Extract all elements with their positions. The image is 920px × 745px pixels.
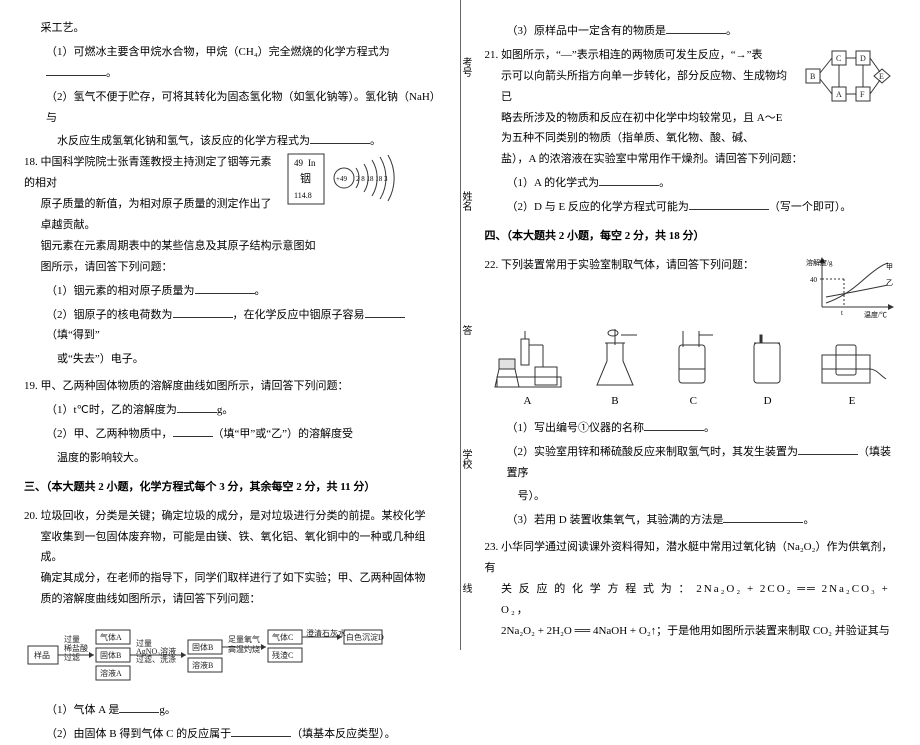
- apparatus-c: C: [667, 325, 719, 412]
- element-figure: 49 In 铟 114.8 +49 2 8 18 18 3: [286, 152, 436, 208]
- svg-text:足量氧气: 足量氧气: [228, 634, 260, 644]
- svg-text:甲: 甲: [886, 263, 893, 271]
- blank: [46, 66, 106, 76]
- q20: 20. 垃圾回收，分类是关键；确定垃圾的成分，是对垃圾进行分类的前提。某校化学 …: [24, 506, 436, 745]
- blank: [644, 421, 704, 431]
- section4-title: 四、（本大题共 2 小题，每空 2 分，共 18 分）: [485, 226, 897, 247]
- left-column: 采工艺。 （1）可燃冰主要含甲烷水合物，甲烷（CH₄）完全燃烧的化学方程式为。 …: [0, 0, 460, 650]
- apparatus-row: A B: [493, 325, 889, 412]
- svg-text:温度/℃: 温度/℃: [864, 310, 887, 319]
- blank: [195, 284, 255, 294]
- svg-text:40: 40: [810, 276, 818, 284]
- blank: [310, 135, 370, 145]
- q19: 19. 甲、乙两种固体物质的溶解度曲线如图所示，请回答下列问题： （1）t℃时，…: [24, 376, 436, 469]
- blank: [798, 445, 858, 455]
- q22: 溶解度/g 40 t 温度/℃ 甲 乙 22. 下列装置常用于实验室制取气体，请…: [485, 255, 897, 531]
- svg-text:E: E: [879, 72, 884, 81]
- blank: [666, 24, 726, 34]
- svg-text:溶解度/g: 溶解度/g: [806, 258, 833, 267]
- q17-sub2a: （2）氢气不便于贮存，可将其转化为固态氢化物（如氢化钠等）。氢化钠（NaH）与: [46, 87, 436, 129]
- text-line: 采工艺。: [24, 18, 436, 39]
- q17-sub2b: 水反应生成氢氧化钠和氢气，该反应的化学方程式为。: [24, 131, 436, 152]
- blank: [723, 513, 803, 523]
- svg-text:49: 49: [294, 158, 304, 168]
- q17-sub1: （1）可燃冰主要含甲烷水合物，甲烷（CH₄）完全燃烧的化学方程式为。: [46, 42, 436, 84]
- svg-text:气体C: 气体C: [272, 632, 293, 642]
- apparatus-d: D: [744, 325, 792, 412]
- blank: [689, 200, 769, 210]
- svg-text:In: In: [308, 158, 316, 168]
- flowchart: 样品 过量稀盐酸过滤 气体A 固体B 溶液A 过量AgNO₃溶液过滤、洗涤 固体…: [24, 616, 436, 694]
- apparatus-e: E: [816, 325, 888, 412]
- svg-text:2 8 18 18 3: 2 8 18 18 3: [356, 175, 388, 183]
- graph-figure: B C D A F E: [800, 45, 896, 109]
- svg-text:t: t: [841, 309, 843, 317]
- svg-text:稀盐酸: 稀盐酸: [64, 643, 88, 653]
- svg-text:过滤: 过滤: [64, 652, 80, 662]
- q18: 49 In 铟 114.8 +49 2 8 18 18 3 18. 中国科学院院…: [24, 152, 436, 370]
- binding-labels: 考号 姓名 答 学校 线: [458, 0, 473, 650]
- svg-text:铟: 铟: [300, 171, 311, 185]
- blank: [599, 176, 659, 186]
- svg-text:B: B: [810, 72, 815, 81]
- q21: BCD AFE 21. 如图所示，“—”表示相连的两物质可发生反应，“→”表 示…: [485, 45, 897, 218]
- svg-text:样品: 样品: [34, 650, 50, 660]
- svg-text:A: A: [836, 90, 842, 99]
- svg-text:白色沉淀D: 白色沉淀D: [346, 632, 384, 642]
- svg-text:过量: 过量: [64, 634, 80, 644]
- svg-text:溶液B: 溶液B: [192, 660, 213, 670]
- svg-text:C: C: [836, 54, 841, 63]
- blank: [173, 427, 213, 437]
- blank: [119, 703, 159, 713]
- svg-text:高温灼烧: 高温灼烧: [228, 644, 260, 654]
- blank: [231, 727, 291, 737]
- blank: [365, 308, 405, 318]
- blank: [173, 308, 233, 318]
- svg-text:乙: 乙: [886, 279, 893, 287]
- apparatus-a: A: [493, 325, 563, 412]
- svg-text:+49: +49: [336, 175, 347, 183]
- solubility-chart: 溶解度/g 40 t 温度/℃ 甲 乙: [804, 255, 896, 319]
- svg-text:固体B: 固体B: [192, 642, 213, 652]
- svg-text:气体A: 气体A: [100, 632, 122, 642]
- svg-text:固体B: 固体B: [100, 650, 121, 660]
- apparatus-b: B: [587, 325, 643, 412]
- svg-text:114.8: 114.8: [294, 191, 312, 200]
- svg-text:D: D: [860, 54, 866, 63]
- svg-text:溶液A: 溶液A: [100, 668, 122, 678]
- blank: [177, 403, 217, 413]
- q23: 23. 小华同学通过阅读课外资料得知，潜水艇中常用过氧化钠（Na₂O₂）作为供氧…: [485, 537, 897, 641]
- section3-title: 三、（本大题共 2 小题，化学方程式每个 3 分，其余每空 2 分，共 11 分…: [24, 477, 436, 498]
- right-column: （3）原样品中一定含有的物质是。: [461, 0, 920, 650]
- svg-text:F: F: [860, 90, 865, 99]
- svg-text:残渣C: 残渣C: [272, 650, 293, 660]
